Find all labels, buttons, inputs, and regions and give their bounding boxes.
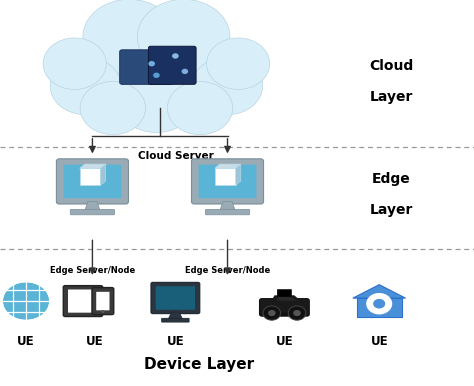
FancyBboxPatch shape [119,50,173,85]
FancyBboxPatch shape [64,164,121,198]
Circle shape [58,37,156,117]
Text: UE: UE [86,335,104,348]
Polygon shape [168,312,182,319]
Polygon shape [80,164,106,168]
Circle shape [148,61,155,66]
Circle shape [182,69,188,74]
FancyBboxPatch shape [148,46,196,85]
Text: Edge Server/Node: Edge Server/Node [50,266,135,275]
Circle shape [80,81,146,135]
Polygon shape [85,201,100,210]
Circle shape [167,81,233,135]
FancyBboxPatch shape [92,288,114,315]
Text: UE: UE [17,335,35,348]
Text: Layer: Layer [369,203,413,217]
Circle shape [50,57,121,115]
FancyBboxPatch shape [356,298,402,317]
Polygon shape [353,285,405,298]
Text: UE: UE [166,335,184,348]
Circle shape [192,57,263,115]
Polygon shape [100,164,106,185]
Circle shape [293,310,301,316]
FancyBboxPatch shape [191,159,264,204]
FancyBboxPatch shape [68,290,98,313]
Circle shape [367,294,392,314]
Polygon shape [271,295,301,301]
Circle shape [268,310,275,316]
Circle shape [207,38,270,90]
FancyBboxPatch shape [205,209,250,215]
Circle shape [101,310,105,313]
FancyBboxPatch shape [162,318,189,322]
FancyBboxPatch shape [96,292,109,310]
Polygon shape [80,168,100,185]
Text: Edge: Edge [372,173,410,186]
Circle shape [373,298,386,309]
Circle shape [83,0,175,75]
Polygon shape [276,297,297,301]
Circle shape [288,306,306,320]
Polygon shape [236,164,241,185]
FancyBboxPatch shape [70,209,115,215]
FancyBboxPatch shape [151,283,200,313]
Polygon shape [220,201,235,210]
Circle shape [116,66,197,132]
Circle shape [156,37,255,117]
Text: Edge Server/Node: Edge Server/Node [185,266,270,275]
Polygon shape [215,168,236,185]
Text: UE: UE [370,335,388,348]
Circle shape [137,0,230,75]
Circle shape [2,282,50,320]
Text: Cloud: Cloud [369,59,413,73]
Polygon shape [215,164,241,168]
Circle shape [263,306,281,320]
Circle shape [43,38,106,90]
FancyBboxPatch shape [155,286,195,310]
Text: Layer: Layer [369,90,413,103]
Circle shape [94,13,219,115]
FancyBboxPatch shape [56,159,128,204]
FancyBboxPatch shape [277,290,292,296]
Circle shape [153,73,160,78]
Circle shape [172,53,179,59]
FancyBboxPatch shape [199,164,256,198]
Text: Device Layer: Device Layer [144,357,254,372]
FancyBboxPatch shape [265,313,304,316]
Text: UE: UE [275,335,293,348]
Text: Cloud Server: Cloud Server [137,151,213,161]
FancyBboxPatch shape [259,299,309,316]
FancyBboxPatch shape [64,286,102,317]
